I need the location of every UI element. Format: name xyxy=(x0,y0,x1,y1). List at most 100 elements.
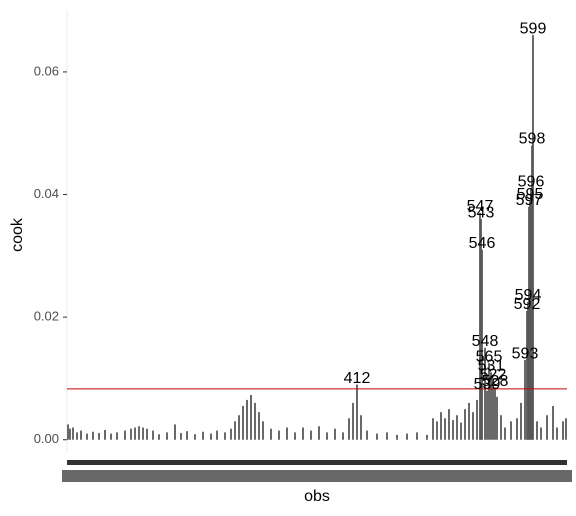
bar xyxy=(452,420,454,440)
bar xyxy=(92,431,94,440)
bar xyxy=(254,402,256,440)
bar xyxy=(492,381,494,440)
bar xyxy=(426,434,428,440)
bar xyxy=(302,427,304,440)
bar xyxy=(334,428,336,440)
bar xyxy=(536,421,538,440)
bar xyxy=(286,427,288,440)
bar xyxy=(528,206,530,440)
bar xyxy=(510,421,512,440)
bar xyxy=(490,372,492,440)
bar xyxy=(348,418,350,440)
x-tick-labels-smear xyxy=(62,470,572,482)
bar xyxy=(488,363,490,440)
bar xyxy=(224,432,226,440)
bar xyxy=(532,35,534,440)
bar xyxy=(504,427,506,440)
bar xyxy=(210,433,212,440)
bar xyxy=(234,421,236,440)
bar xyxy=(76,432,78,440)
bar xyxy=(386,432,388,440)
y-tick-label: 0.02 xyxy=(34,309,59,324)
point-label: 565 xyxy=(476,348,503,365)
x-axis-title: obs xyxy=(304,488,330,505)
y-axis-title: cook xyxy=(9,217,26,252)
bar xyxy=(80,430,82,440)
bar xyxy=(436,421,438,440)
bar xyxy=(479,212,481,440)
bar xyxy=(246,399,248,440)
point-label: 546 xyxy=(469,235,496,252)
bar xyxy=(444,418,446,440)
bar xyxy=(524,360,526,440)
bar xyxy=(376,433,378,440)
bar xyxy=(130,428,132,440)
bar xyxy=(72,427,74,440)
bar xyxy=(158,434,160,440)
bar xyxy=(520,402,522,440)
bar xyxy=(366,430,368,440)
y-tick-label: 0.06 xyxy=(34,63,59,78)
bar xyxy=(516,418,518,440)
bar xyxy=(180,432,182,440)
bar xyxy=(186,431,188,440)
bar xyxy=(531,145,533,440)
point-label: 596 xyxy=(518,174,545,191)
bar xyxy=(202,431,204,440)
bar xyxy=(356,384,358,440)
bar xyxy=(174,424,176,440)
bar xyxy=(546,415,548,440)
bar xyxy=(230,428,232,440)
bar xyxy=(216,430,218,440)
bar xyxy=(481,249,483,440)
bar xyxy=(166,432,168,440)
point-label: 531 xyxy=(478,358,505,375)
bar xyxy=(310,430,312,440)
bar xyxy=(98,432,100,440)
point-label: 547 xyxy=(467,198,494,215)
bar xyxy=(472,412,474,440)
bar xyxy=(124,430,126,440)
point-label: 598 xyxy=(519,131,546,148)
point-label: 593 xyxy=(512,345,539,362)
bar xyxy=(494,387,496,440)
bar xyxy=(556,427,558,440)
point-label: 595 xyxy=(517,186,544,203)
bar xyxy=(440,412,442,440)
point-label: 592 xyxy=(514,296,541,313)
bar xyxy=(562,421,564,440)
bar xyxy=(110,433,112,440)
bar xyxy=(250,394,252,440)
bar xyxy=(565,418,567,440)
bar xyxy=(468,402,470,440)
bar xyxy=(116,432,118,440)
bar xyxy=(552,406,554,440)
bar xyxy=(104,429,106,440)
bar xyxy=(496,396,498,440)
bar xyxy=(278,430,280,440)
bar xyxy=(486,390,488,440)
bar xyxy=(352,402,354,440)
bar xyxy=(262,421,264,440)
bar xyxy=(134,427,136,440)
bar xyxy=(448,409,450,440)
bar xyxy=(480,219,482,440)
bar xyxy=(460,422,462,440)
bar xyxy=(86,433,88,440)
bar xyxy=(294,432,296,440)
bar xyxy=(146,428,148,440)
point-label: 543 xyxy=(468,204,495,221)
point-label: 548 xyxy=(472,333,499,350)
point-label: 522 xyxy=(480,367,507,384)
bar xyxy=(138,426,140,440)
bar xyxy=(67,424,69,440)
bar xyxy=(238,415,240,440)
bar xyxy=(464,409,466,440)
bar xyxy=(500,415,502,440)
point-label: 594 xyxy=(515,287,542,304)
bar xyxy=(416,432,418,440)
bar xyxy=(530,188,532,440)
bar xyxy=(406,433,408,440)
bar xyxy=(258,412,260,440)
